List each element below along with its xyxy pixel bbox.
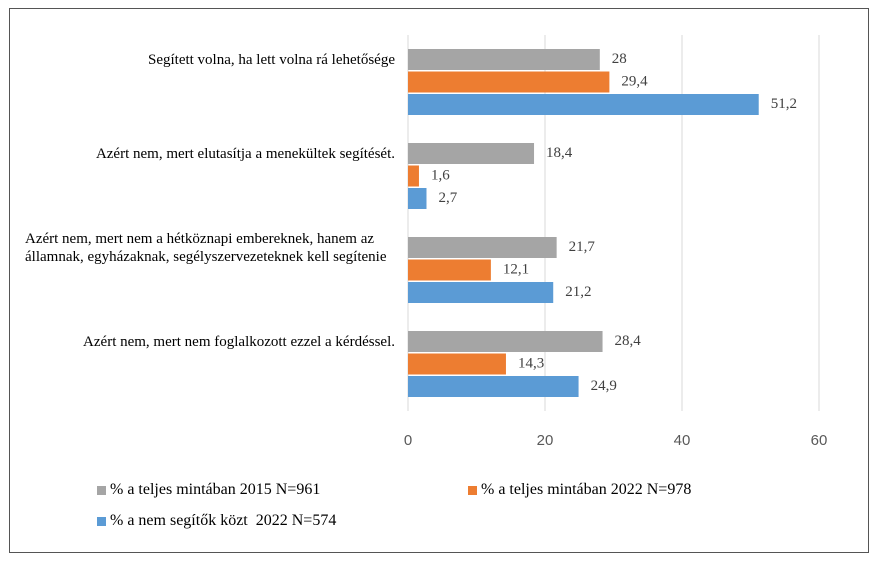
value-label: 28,4 xyxy=(615,333,642,349)
value-label: 2,7 xyxy=(438,190,457,206)
category-label: Azért nem, mert elutasítja a menekültek … xyxy=(95,146,395,162)
bar xyxy=(408,237,557,258)
legend-label: % a teljes mintában 2015 N=961 xyxy=(110,481,321,498)
value-label: 1,6 xyxy=(431,167,450,183)
chart-frame xyxy=(9,8,869,553)
bar xyxy=(408,331,603,352)
value-label: 18,4 xyxy=(546,145,573,161)
value-label: 14,3 xyxy=(518,355,544,371)
value-label: 29,4 xyxy=(621,73,648,89)
value-label: 51,2 xyxy=(771,96,797,112)
x-tick-label: 20 xyxy=(537,432,554,449)
bar xyxy=(408,188,427,209)
bar xyxy=(408,49,600,70)
legend-swatch xyxy=(97,516,106,526)
x-tick-label: 40 xyxy=(674,432,691,449)
bar xyxy=(408,94,759,115)
value-label: 24,9 xyxy=(591,378,617,394)
bar xyxy=(408,376,579,397)
legend-item: % a nem segítők közt 2022 N=574 xyxy=(97,512,336,530)
legend-swatch xyxy=(468,485,477,495)
bar xyxy=(408,353,506,375)
x-tick-label: 60 xyxy=(811,432,828,449)
x-tick-label: 0 xyxy=(404,432,412,449)
legend-item: % a teljes mintában 2015 N=961 xyxy=(97,481,320,499)
bar xyxy=(408,282,554,303)
bar xyxy=(408,165,419,187)
legend-label: % a teljes mintában 2022 N=978 xyxy=(481,481,692,498)
bar xyxy=(408,259,491,281)
value-label: 21,2 xyxy=(565,284,591,300)
value-label: 28 xyxy=(612,51,627,67)
category-label: Azért nem, mert nem foglalkozott ezzel a… xyxy=(83,334,395,350)
legend-label: % a nem segítők közt 2022 N=574 xyxy=(110,512,337,529)
value-label: 12,1 xyxy=(503,261,529,277)
legend-swatch xyxy=(97,485,106,495)
bar xyxy=(408,71,610,93)
bar xyxy=(408,143,535,164)
legend-item: % a teljes mintában 2022 N=978 xyxy=(468,481,691,499)
category-label: Azért nem, mert nem a hétköznapi emberek… xyxy=(25,231,387,265)
value-label: 21,7 xyxy=(569,239,596,255)
category-label: Segített volna, ha lett volna rá lehetős… xyxy=(147,52,395,68)
